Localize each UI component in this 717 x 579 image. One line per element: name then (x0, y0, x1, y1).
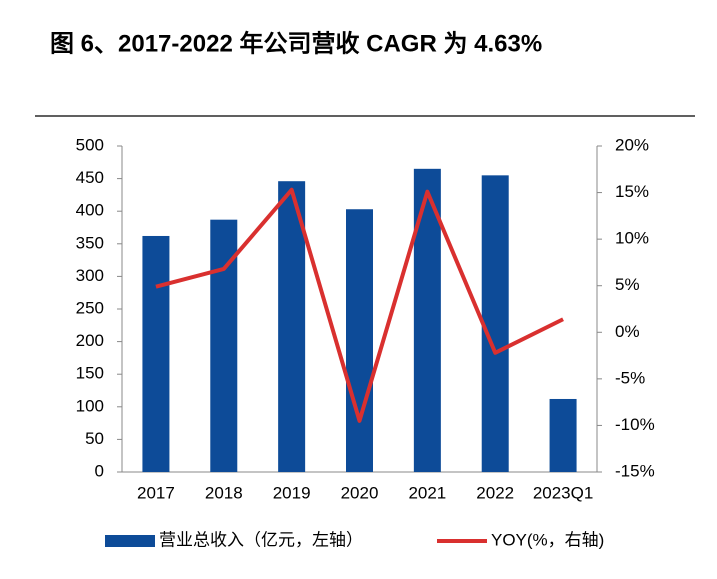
bar (549, 398, 577, 472)
y2-tick-label: 10% (615, 229, 649, 248)
bar (142, 235, 170, 472)
legend-label: 营业总收入（亿元，左轴） (159, 530, 363, 549)
y2-tick-label: 0% (615, 322, 640, 341)
legend-label: YOY(%，右轴) (491, 530, 604, 549)
y2-tick-label: 20% (615, 135, 649, 154)
chart-title: 图 6、2017-2022 年公司营收 CAGR 为 4.63% (50, 29, 542, 57)
y-tick-label: 0 (95, 461, 104, 480)
y2-tick-label: 5% (615, 275, 640, 294)
y2-tick-label: 15% (615, 182, 649, 201)
y2-tick-label: -15% (615, 461, 655, 480)
y-tick-label: 150 (76, 364, 104, 383)
x-tick-label: 2020 (341, 483, 379, 502)
y-tick-label: 100 (76, 396, 104, 415)
y-tick-label: 250 (76, 298, 104, 317)
x-tick-label: 2019 (273, 483, 311, 502)
bar (346, 209, 373, 472)
x-tick-label: 2022 (476, 483, 514, 502)
bar (210, 219, 238, 472)
legend-swatch (105, 535, 155, 547)
y-tick-label: 450 (76, 168, 104, 187)
x-tick-label: 2021 (408, 483, 446, 502)
bar (481, 175, 509, 472)
y2-tick-label: -5% (615, 368, 645, 387)
y-tick-label: 50 (85, 429, 104, 448)
y-tick-label: 200 (76, 331, 104, 350)
y-tick-label: 350 (76, 233, 104, 252)
y-tick-label: 500 (76, 135, 104, 154)
y2-tick-label: -10% (615, 415, 655, 434)
y-tick-label: 400 (76, 201, 104, 220)
x-tick-label: 2023Q1 (533, 483, 594, 502)
y-tick-label: 300 (76, 266, 104, 285)
line (155, 187, 564, 423)
bar (278, 181, 306, 472)
x-tick-label: 2018 (205, 483, 243, 502)
x-tick-label: 2017 (137, 483, 175, 502)
